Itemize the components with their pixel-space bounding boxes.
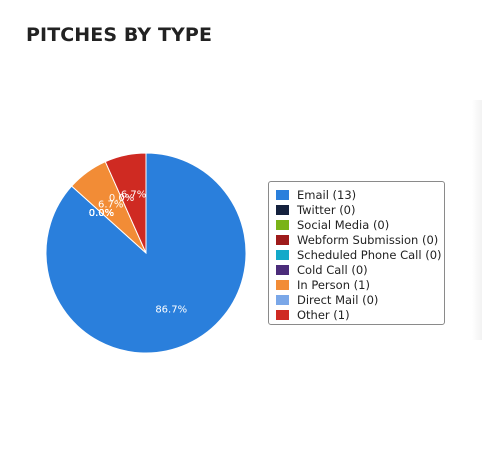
legend-swatch — [276, 249, 289, 260]
slice-label-scheduled-phone-call: 0.0% — [89, 208, 114, 219]
legend-item-other[interactable]: Other (1) — [276, 307, 444, 322]
slice-label-email: 86.7% — [155, 305, 187, 316]
slice-label-direct-mail: 0.0% — [109, 193, 134, 204]
chart-title: PITCHES BY TYPE — [26, 24, 213, 46]
legend-swatch — [276, 309, 289, 320]
legend-item-email[interactable]: Email (13) — [276, 187, 444, 202]
slice-label-other: 6.7% — [121, 189, 146, 200]
legend-item-cold-call[interactable]: Cold Call (0) — [276, 262, 444, 277]
legend-item-direct-mail[interactable]: Direct Mail (0) — [276, 292, 444, 307]
legend-label: Twitter (0) — [297, 202, 356, 217]
legend-label: Email (13) — [297, 187, 357, 202]
legend-swatch — [276, 294, 289, 305]
legend-swatch — [276, 234, 289, 245]
legend-swatch — [276, 219, 289, 230]
legend-item-in-person[interactable]: In Person (1) — [276, 277, 444, 292]
legend-item-social-media[interactable]: Social Media (0) — [276, 217, 444, 232]
legend-label: In Person (1) — [297, 277, 370, 292]
legend-swatch — [276, 204, 289, 215]
legend-swatch — [276, 279, 289, 290]
slice-label-social-media: 0.0% — [89, 208, 114, 219]
card-edge-shadow — [472, 100, 482, 340]
legend-label: Webform Submission (0) — [297, 232, 439, 247]
pie-slices — [45, 152, 247, 354]
legend-label: Scheduled Phone Call (0) — [297, 247, 442, 262]
chart-legend: Email (13) Twitter (0) Social Media (0) Web… — [268, 181, 445, 325]
slice-label-webform-submission: 0.0% — [89, 208, 114, 219]
legend-swatch — [276, 189, 289, 200]
slice-label-twitter: 0.0% — [89, 208, 114, 219]
legend-label: Cold Call (0) — [297, 262, 368, 277]
legend-item-webform-submission[interactable]: Webform Submission (0) — [276, 232, 444, 247]
legend-label: Direct Mail (0) — [297, 292, 379, 307]
pie-slice-labels: 86.7%0.0%0.0%0.0%0.0%0.0%6.7%0.0%6.7% — [89, 189, 187, 315]
slice-label-cold-call: 0.0% — [89, 208, 114, 219]
legend-swatch — [276, 264, 289, 275]
legend-label: Other (1) — [297, 307, 350, 322]
slice-label-in-person: 6.7% — [98, 199, 123, 210]
legend-item-twitter[interactable]: Twitter (0) — [276, 202, 444, 217]
legend-label: Social Media (0) — [297, 217, 390, 232]
pie-slice-other[interactable] — [104, 152, 147, 254]
legend-item-scheduled-phone-call[interactable]: Scheduled Phone Call (0) — [276, 247, 444, 262]
